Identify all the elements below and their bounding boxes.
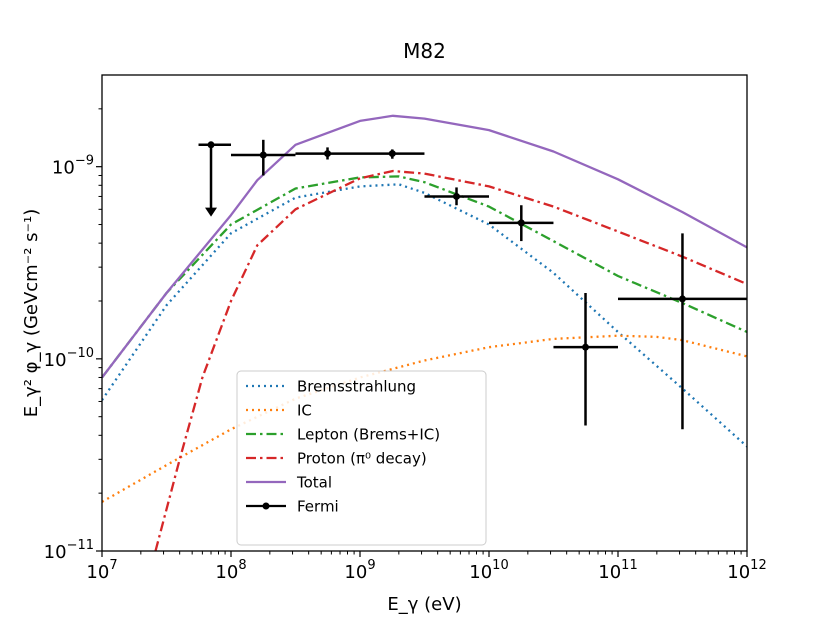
series-line-lepton-brems-ic <box>102 175 747 379</box>
x-tick-label: 1012 <box>727 558 766 583</box>
fermi-marker <box>517 219 525 227</box>
fermi-point <box>231 139 296 176</box>
series-line-proton-decay <box>154 169 747 551</box>
legend: Bremsstrahlung IC Lepton (Brems+IC) Proton … <box>236 370 487 546</box>
fermi-marker <box>453 192 461 200</box>
x-tick-label: 108 <box>215 558 246 583</box>
fermi-point <box>553 293 618 426</box>
upper-limit-marker <box>207 141 215 149</box>
legend-label: Lepton (Brems+IC) <box>297 426 440 444</box>
legend-entry-proton-decay: Proton (π⁰ decay) <box>246 450 427 468</box>
x-tick-label: 107 <box>86 558 117 583</box>
y-tick-label: 10−10 <box>44 346 94 371</box>
fermi-point <box>618 233 747 430</box>
y-tick-label: 10−9 <box>52 154 94 179</box>
series-layer <box>102 114 747 551</box>
series-line-total <box>102 114 747 379</box>
fermi-marker <box>582 343 590 351</box>
x-axis-label: E_γ (eV) <box>387 594 461 615</box>
fermi-upper-limit <box>198 141 231 217</box>
legend-label: Proton (π⁰ decay) <box>297 450 427 468</box>
chart-title: M82 <box>403 39 446 63</box>
fermi-point <box>424 187 489 206</box>
fermi-data-layer <box>198 139 747 430</box>
y-axis-label: E_γ² φ_γ (GeVcm⁻² s⁻¹) <box>21 209 42 418</box>
plot-frame <box>101 74 748 552</box>
upper-limit-arrowhead-icon <box>205 207 218 217</box>
legend-entry-total: Total <box>246 474 332 492</box>
legend-entry-lepton-brems-ic: Lepton (Brems+IC) <box>246 426 440 444</box>
legend-label: Bremsstrahlung <box>297 378 416 396</box>
fermi-marker <box>259 151 267 159</box>
x-tick-label: 1011 <box>598 558 637 583</box>
legend-entry-bremsstrahlung: Bremsstrahlung <box>246 378 416 396</box>
legend-label: Fermi <box>297 498 339 516</box>
fermi-marker <box>678 295 686 303</box>
fermi-point <box>295 147 360 160</box>
fermi-point <box>360 149 425 159</box>
legend-label: IC <box>297 402 312 420</box>
series-line-bremsstrahlung <box>102 183 747 448</box>
legend-entry-ic: IC <box>246 402 312 420</box>
legend-marker <box>262 502 270 510</box>
fermi-marker <box>324 150 332 158</box>
legend-box <box>236 370 487 546</box>
fermi-marker <box>388 150 396 158</box>
legend-label: Total <box>296 474 332 492</box>
x-tick-label: 109 <box>344 558 375 583</box>
y-tick-label: 10−11 <box>44 538 94 563</box>
legend-entry-fermi: Fermi <box>246 498 339 516</box>
x-tick-label: 1010 <box>469 558 508 583</box>
fermi-point <box>489 205 554 242</box>
